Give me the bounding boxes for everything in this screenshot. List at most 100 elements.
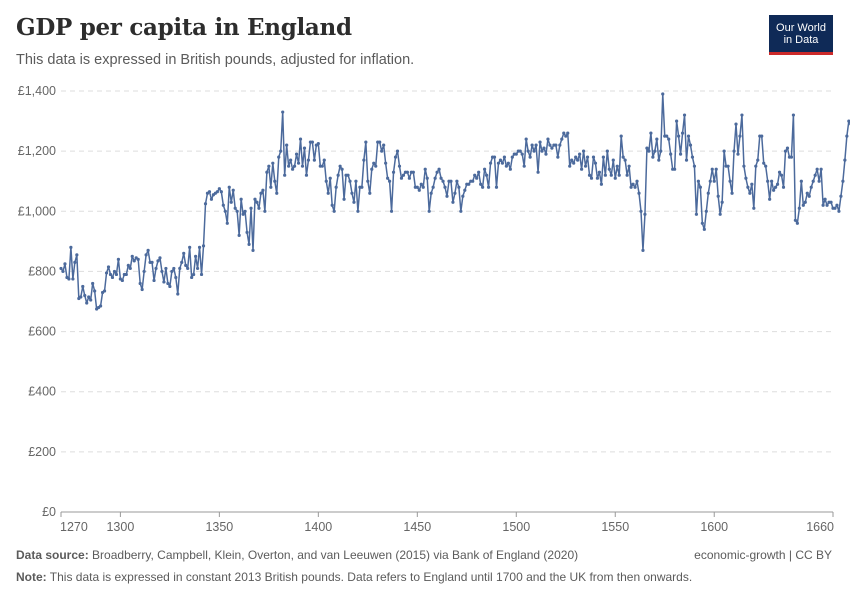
data-point[interactable]: [734, 122, 738, 126]
data-point[interactable]: [613, 176, 617, 180]
data-point[interactable]: [506, 161, 510, 165]
data-point[interactable]: [483, 167, 487, 171]
data-point[interactable]: [342, 197, 346, 201]
data-point[interactable]: [176, 292, 180, 296]
data-point[interactable]: [710, 167, 714, 171]
data-point[interactable]: [75, 253, 79, 257]
data-point[interactable]: [292, 164, 297, 168]
data-point[interactable]: [770, 179, 774, 183]
data-point[interactable]: [680, 131, 685, 135]
data-point[interactable]: [150, 260, 154, 265]
data-point[interactable]: [443, 185, 447, 189]
data-point[interactable]: [752, 206, 756, 210]
data-point[interactable]: [219, 190, 223, 194]
data-point[interactable]: [484, 173, 489, 177]
data-point[interactable]: [378, 140, 382, 144]
data-point[interactable]: [564, 134, 568, 138]
data-point[interactable]: [629, 185, 633, 189]
data-point[interactable]: [425, 176, 429, 180]
data-point[interactable]: [160, 269, 164, 274]
data-point[interactable]: [502, 155, 507, 159]
data-point[interactable]: [386, 176, 390, 180]
data-point[interactable]: [231, 188, 235, 192]
data-point[interactable]: [98, 304, 103, 308]
data-point[interactable]: [651, 155, 655, 159]
data-point[interactable]: [587, 173, 592, 177]
data-point[interactable]: [302, 146, 307, 150]
data-point[interactable]: [641, 248, 645, 252]
data-point[interactable]: [269, 185, 273, 189]
data-point[interactable]: [106, 265, 111, 269]
data-point[interactable]: [384, 161, 388, 165]
data-point[interactable]: [720, 200, 724, 204]
data-point[interactable]: [241, 212, 245, 216]
data-point[interactable]: [374, 164, 378, 168]
data-point[interactable]: [340, 167, 344, 171]
data-point[interactable]: [773, 185, 778, 189]
data-point[interactable]: [686, 134, 691, 138]
data-point[interactable]: [251, 248, 255, 252]
data-point[interactable]: [59, 266, 63, 271]
data-point[interactable]: [805, 191, 809, 195]
data-point[interactable]: [623, 158, 627, 162]
data-point[interactable]: [692, 164, 697, 168]
data-point[interactable]: [215, 190, 219, 194]
data-point[interactable]: [73, 260, 77, 265]
data-point[interactable]: [421, 185, 425, 189]
data-point[interactable]: [124, 272, 128, 277]
data-point[interactable]: [364, 140, 368, 144]
data-point[interactable]: [405, 170, 410, 174]
data-point[interactable]: [445, 194, 449, 198]
data-point[interactable]: [562, 131, 566, 135]
data-point[interactable]: [300, 164, 305, 168]
data-point[interactable]: [777, 170, 782, 174]
data-point[interactable]: [601, 155, 605, 159]
data-point[interactable]: [754, 164, 758, 168]
data-point[interactable]: [188, 245, 192, 249]
data-point[interactable]: [144, 253, 148, 257]
data-point[interactable]: [475, 176, 479, 180]
data-point[interactable]: [504, 164, 508, 168]
data-point[interactable]: [356, 209, 360, 213]
data-point[interactable]: [756, 158, 760, 162]
data-point[interactable]: [235, 209, 239, 213]
data-point[interactable]: [104, 271, 109, 275]
data-point[interactable]: [194, 254, 198, 258]
data-point[interactable]: [760, 134, 764, 138]
data-point[interactable]: [524, 137, 528, 141]
data-point[interactable]: [813, 173, 817, 177]
data-point[interactable]: [93, 289, 97, 293]
data-point[interactable]: [799, 179, 803, 183]
data-point[interactable]: [283, 173, 287, 177]
data-point[interactable]: [285, 143, 289, 147]
data-point[interactable]: [801, 203, 805, 207]
data-point[interactable]: [591, 155, 596, 159]
data-point[interactable]: [611, 158, 615, 162]
data-point[interactable]: [825, 203, 829, 207]
data-point[interactable]: [229, 200, 233, 204]
data-point[interactable]: [116, 257, 121, 261]
data-point[interactable]: [166, 281, 170, 286]
data-point[interactable]: [162, 280, 166, 284]
data-point[interactable]: [667, 137, 671, 141]
data-point[interactable]: [649, 131, 653, 135]
data-point[interactable]: [795, 221, 799, 225]
data-point[interactable]: [661, 92, 665, 96]
data-point[interactable]: [791, 113, 796, 117]
data-point[interactable]: [195, 266, 200, 271]
data-point[interactable]: [684, 158, 689, 162]
data-point[interactable]: [627, 164, 631, 168]
data-point[interactable]: [645, 146, 649, 150]
data-point[interactable]: [682, 113, 687, 117]
data-point[interactable]: [659, 149, 663, 153]
data-point[interactable]: [253, 197, 257, 201]
data-point[interactable]: [380, 149, 384, 153]
data-point[interactable]: [605, 149, 609, 153]
data-point[interactable]: [243, 209, 247, 213]
data-point[interactable]: [657, 158, 661, 162]
data-point[interactable]: [85, 301, 89, 305]
data-point[interactable]: [91, 281, 95, 286]
data-point[interactable]: [593, 161, 598, 165]
data-point[interactable]: [354, 179, 358, 183]
data-point[interactable]: [225, 221, 229, 225]
